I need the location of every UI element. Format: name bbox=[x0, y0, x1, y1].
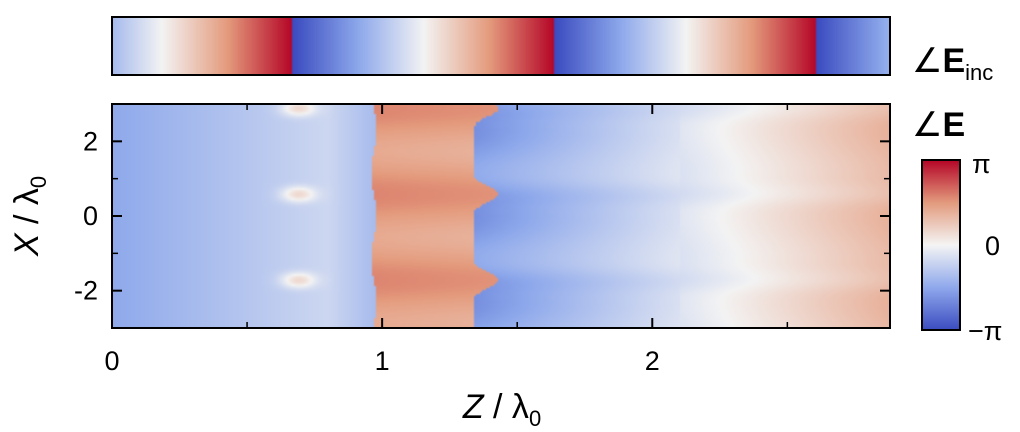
incident-phase-frame bbox=[111, 16, 891, 76]
y-axis-ticks: 2 0 -2 bbox=[74, 126, 890, 306]
y-axis-label: X / λ0 bbox=[8, 176, 51, 257]
incident-phase-label: ∠Einc bbox=[912, 42, 993, 85]
colorbar-max-label: π bbox=[972, 149, 991, 179]
total-phase-label: ∠E bbox=[912, 106, 965, 144]
colorbar-min-label: −π bbox=[968, 316, 1002, 346]
y-axis-label-group: X / λ0 bbox=[8, 176, 51, 257]
colorbar: π 0 −π bbox=[921, 149, 1002, 346]
y-tick-label: -2 bbox=[74, 276, 98, 306]
x-axis-label: Z / λ0 bbox=[462, 388, 541, 431]
incident-phase-panel: ∠Einc bbox=[111, 16, 993, 85]
total-phase-panel: 0 1 2 2 0 -2 Z / λ0 X / λ0 ∠E bbox=[8, 103, 965, 431]
colorbar-bar bbox=[921, 159, 961, 331]
colorbar-mid-label: 0 bbox=[985, 231, 1000, 261]
total-phase-heatmap bbox=[112, 104, 890, 328]
x-tick-label: 0 bbox=[104, 346, 119, 376]
y-tick-label: 2 bbox=[83, 126, 98, 156]
x-axis-ticks: 0 1 2 bbox=[104, 104, 789, 376]
x-tick-label: 2 bbox=[645, 346, 660, 376]
y-tick-label: 0 bbox=[83, 201, 98, 231]
incident-phase-heatmap bbox=[112, 17, 890, 75]
x-tick-label: 1 bbox=[375, 346, 390, 376]
